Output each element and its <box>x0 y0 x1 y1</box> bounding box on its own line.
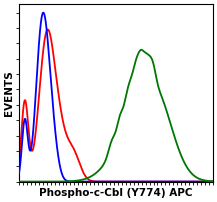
X-axis label: Phospho-c-Cbl (Y774) APC: Phospho-c-Cbl (Y774) APC <box>39 188 193 198</box>
Y-axis label: EVENTS: EVENTS <box>4 70 14 116</box>
